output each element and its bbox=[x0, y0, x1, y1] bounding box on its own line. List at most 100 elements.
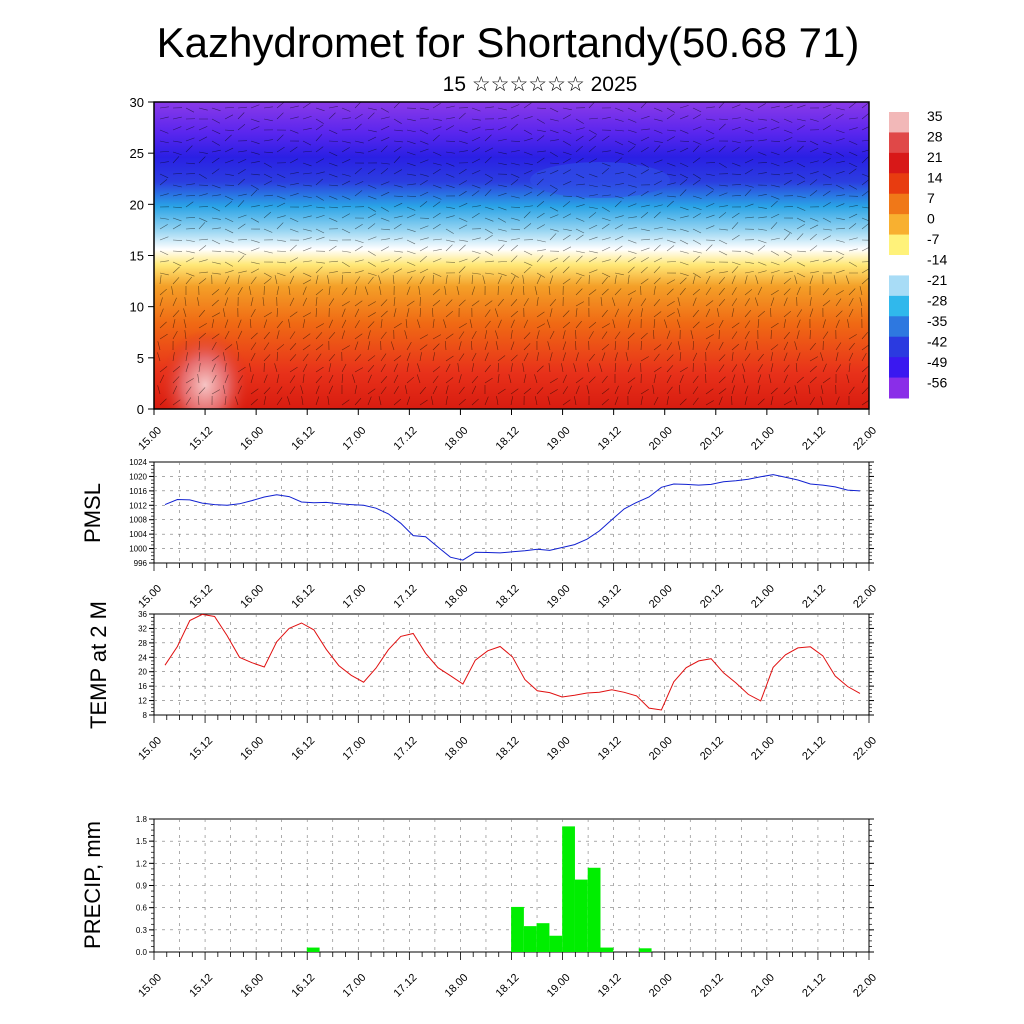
wind-barb bbox=[575, 340, 577, 351]
wind-barb bbox=[406, 376, 415, 384]
wind-barb bbox=[302, 286, 307, 296]
wind-barb bbox=[289, 275, 295, 285]
wind-barb bbox=[172, 366, 181, 373]
wind-barb bbox=[757, 172, 767, 175]
y-tick-label: 1.8 bbox=[136, 815, 148, 824]
x-tick-label: 17.12 bbox=[392, 972, 420, 1000]
wind-barb bbox=[432, 126, 442, 131]
wind-barb bbox=[562, 341, 567, 351]
wind-barb bbox=[341, 330, 345, 340]
wind-barb bbox=[783, 387, 791, 395]
wind-barb bbox=[159, 398, 167, 406]
x-tick-label: 22.00 bbox=[851, 425, 879, 453]
wind-barb bbox=[393, 202, 403, 208]
wind-barb bbox=[757, 206, 767, 209]
wind-barb bbox=[224, 195, 234, 201]
wind-barb bbox=[419, 334, 429, 340]
wind-barb bbox=[705, 244, 713, 252]
wind-barb bbox=[328, 245, 337, 252]
wind-barb bbox=[172, 376, 180, 384]
wind-barb bbox=[588, 376, 596, 384]
wind-barb bbox=[718, 250, 728, 256]
wind-barb bbox=[159, 297, 163, 307]
wind-barb bbox=[484, 156, 492, 164]
wind-barb bbox=[770, 162, 780, 167]
wind-barb bbox=[341, 261, 350, 267]
wind-barb bbox=[731, 308, 735, 318]
wind-barb bbox=[172, 206, 182, 209]
wind-barb bbox=[523, 298, 529, 307]
x-tick-label: 16.00 bbox=[238, 425, 266, 453]
wind-barb bbox=[197, 297, 200, 307]
wind-barb bbox=[547, 341, 551, 351]
wind-barb bbox=[315, 124, 324, 131]
wind-barb bbox=[783, 352, 788, 362]
wind-barb bbox=[731, 212, 740, 219]
wind-barb bbox=[575, 228, 585, 234]
wind-barb bbox=[861, 206, 869, 209]
x-tick-label: 17.00 bbox=[340, 583, 368, 611]
wind-barb bbox=[627, 297, 632, 307]
wind-barb bbox=[692, 126, 702, 131]
wind-barb bbox=[237, 250, 247, 256]
wind-barb bbox=[157, 341, 161, 351]
wind-barb bbox=[627, 290, 637, 296]
wind-barb bbox=[211, 129, 221, 135]
wind-barb bbox=[367, 136, 377, 142]
wind-barb bbox=[328, 319, 333, 329]
wind-barb bbox=[510, 388, 519, 395]
wind-barb bbox=[523, 205, 533, 208]
wind-barb bbox=[809, 271, 819, 274]
wind-barb bbox=[546, 319, 551, 329]
wind-barb bbox=[198, 126, 208, 131]
wind-barb bbox=[419, 246, 429, 252]
wind-barb bbox=[484, 147, 494, 153]
wind-barb bbox=[341, 319, 347, 329]
wind-barb bbox=[549, 184, 558, 190]
wind-barb bbox=[692, 255, 700, 263]
wind-barb bbox=[327, 396, 330, 406]
wind-barb bbox=[276, 320, 283, 329]
wind-barb bbox=[406, 140, 416, 145]
wind-barb bbox=[276, 146, 285, 153]
wind-barb bbox=[289, 375, 296, 384]
wind-barb bbox=[809, 365, 817, 373]
wind-barb bbox=[198, 222, 206, 230]
wind-barb bbox=[250, 398, 258, 406]
wind-barb bbox=[742, 374, 746, 384]
wind-barb bbox=[679, 147, 689, 153]
wind-barb bbox=[536, 387, 544, 395]
wind-barb bbox=[497, 275, 502, 285]
wind-barb bbox=[234, 396, 239, 406]
wind-barb bbox=[315, 375, 323, 384]
wind-barb bbox=[692, 375, 699, 384]
wind-barb bbox=[731, 140, 741, 144]
x-tick-label: 20.12 bbox=[698, 972, 726, 1000]
y-tick-label: 1008 bbox=[129, 516, 147, 525]
wind-barb bbox=[341, 287, 348, 296]
wind-barb bbox=[276, 239, 286, 242]
wind-barb bbox=[159, 151, 169, 153]
x-tick-label: 15.00 bbox=[136, 735, 164, 763]
wind-barb bbox=[276, 308, 279, 318]
wind-barb bbox=[679, 215, 689, 219]
wind-barb bbox=[809, 275, 814, 285]
wind-barb bbox=[432, 118, 442, 121]
wind-barb bbox=[276, 184, 286, 188]
wind-barb bbox=[575, 135, 584, 142]
wind-barb bbox=[822, 104, 832, 109]
wind-barb bbox=[289, 311, 298, 318]
wind-barb bbox=[224, 114, 234, 120]
wind-barb bbox=[822, 319, 826, 329]
wind-barb bbox=[757, 118, 767, 121]
wind-barb bbox=[432, 375, 439, 384]
wind-barb bbox=[471, 126, 481, 131]
wind-barb bbox=[614, 341, 617, 351]
wind-barb bbox=[249, 319, 252, 329]
wind-barb bbox=[835, 352, 839, 362]
wind-barb bbox=[653, 170, 663, 175]
wind-barb bbox=[224, 228, 234, 234]
wind-barb bbox=[328, 112, 336, 120]
y-tick-label: 5 bbox=[137, 351, 144, 366]
wind-barb bbox=[224, 330, 230, 340]
